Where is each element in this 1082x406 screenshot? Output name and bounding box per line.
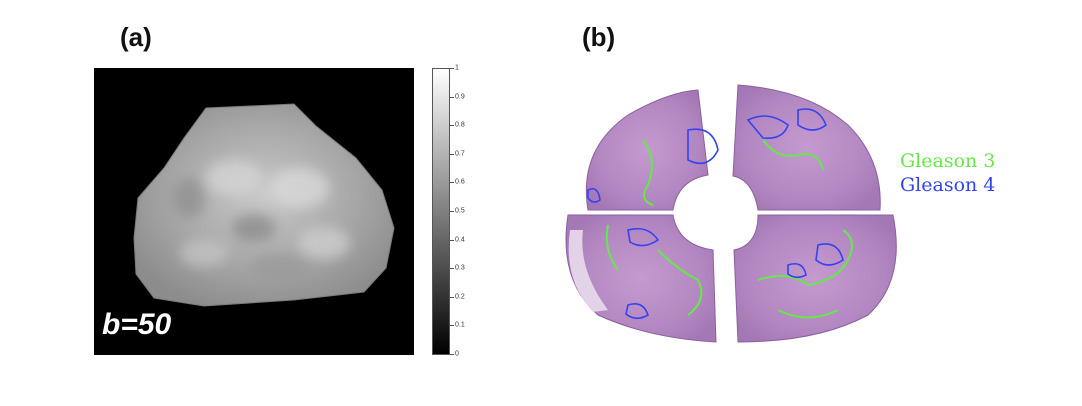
colorbar-tick [450,125,454,127]
colorbar-tick-label: 0.9 [455,93,465,101]
legend-gleason-4: Gleason 4 [900,174,996,196]
colorbar-tick-label: 0.6 [455,178,465,186]
panel-b-label: (b) [582,22,616,52]
colorbar-tick-label: 0.3 [455,264,465,272]
colorbar [432,68,450,355]
colorbar-tick [450,239,454,241]
colorbar-tick [450,325,454,327]
colorbar-tick [450,354,454,355]
colorbar-tick [450,96,454,98]
mri-image: b=50 [94,68,414,355]
colorbar-tick-label: 0.2 [455,293,465,301]
tissue-quadrant-lower-right [733,214,897,343]
colorbar-tick-label: 0.5 [455,207,465,215]
colorbar-tick-label: 0.8 [455,121,465,129]
colorbar-tick-label: 0 [455,350,459,358]
colorbar-tick-label: 0.1 [455,321,465,329]
mri-prostate-region [133,103,395,307]
colorbar-tick-label: 1 [455,64,459,72]
colorbar-tick [450,182,454,184]
colorbar-tick [450,68,454,69]
colorbar-tick [450,268,454,270]
panel-a-label: (a) [120,22,152,52]
colorbar-tick [450,296,454,298]
gleason-3-outlines [605,139,853,319]
colorbar-tick-label: 0.7 [455,150,465,158]
gleason-4-outlines [587,108,844,320]
tissue-quadrant-upper-right [732,84,881,211]
colorbar-tick-label: 0.4 [455,236,465,244]
legend-gleason-3: Gleason 3 [900,150,996,172]
tissue-quadrant-upper-left [585,89,709,211]
colorbar-tick [450,153,454,155]
b-value-label: b=50 [102,308,172,341]
histology-slide [565,84,897,346]
colorbar-tick [450,211,454,212]
